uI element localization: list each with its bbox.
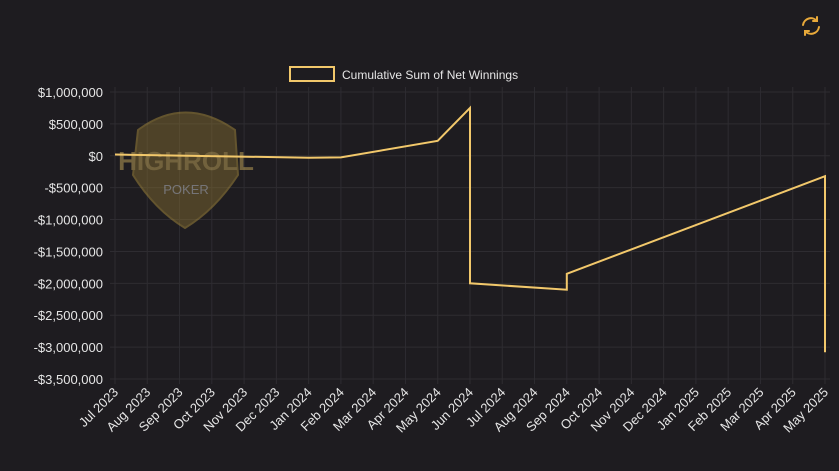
watermark: HIGHROLL POKER: [118, 111, 254, 230]
y-tick-label: $0: [89, 149, 103, 164]
line: [114, 105, 826, 353]
legend-label: Cumulative Sum of Net Winnings: [342, 68, 518, 82]
y-tick-label: $500,000: [49, 117, 103, 132]
y-tick-label: -$2,000,000: [34, 276, 103, 291]
y-tick-label: -$3,000,000: [34, 340, 103, 355]
refresh-button[interactable]: [802, 16, 820, 36]
y-tick-label: -$3,500,000: [34, 372, 103, 387]
y-tick-label: -$1,000,000: [34, 213, 103, 228]
y-tick-label: $1,000,000: [38, 85, 103, 100]
watermark-title: HIGHROLL: [118, 146, 254, 176]
logo-shield: [131, 111, 240, 230]
y-tick-label: -$2,500,000: [34, 308, 103, 323]
y-tick-label: -$1,500,000: [34, 244, 103, 259]
y-tick-label: -$500,000: [44, 181, 103, 196]
legend-swatch: [289, 66, 335, 82]
watermark-subtitle: POKER: [163, 182, 209, 197]
